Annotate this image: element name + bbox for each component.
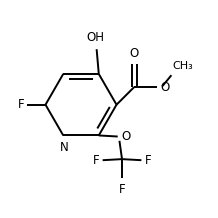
Text: O: O <box>161 80 170 94</box>
Text: F: F <box>93 154 100 167</box>
Text: OH: OH <box>87 31 105 44</box>
Text: O: O <box>129 47 139 60</box>
Text: N: N <box>60 141 69 154</box>
Text: CH₃: CH₃ <box>172 61 193 71</box>
Text: F: F <box>18 98 24 111</box>
Text: F: F <box>119 183 125 196</box>
Text: O: O <box>122 130 131 143</box>
Text: F: F <box>144 154 151 167</box>
